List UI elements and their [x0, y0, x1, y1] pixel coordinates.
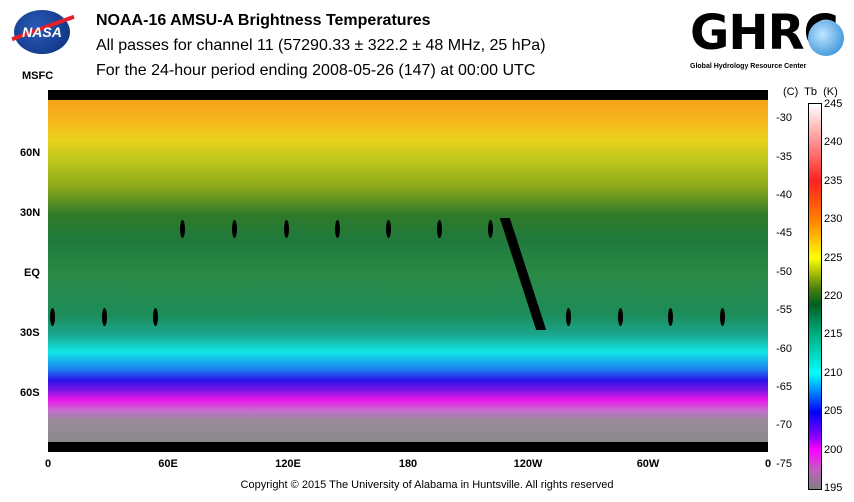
- lon-label: 60W: [636, 458, 660, 470]
- colorbar-celsius-label: -30: [776, 112, 792, 125]
- colorbar-celsius-label: -60: [776, 342, 792, 355]
- lon-label: 60E: [158, 458, 178, 470]
- colorbar-celsius-label: -55: [776, 304, 792, 317]
- colorbar-celsius-label: -50: [776, 265, 792, 278]
- colorbar-kelvin-label: 195: [824, 482, 843, 494]
- colorbar-celsius-label: -65: [776, 381, 792, 393]
- data-gap-swath: [488, 220, 493, 238]
- colorbar-kelvin-label: 200: [824, 443, 843, 456]
- lon-label: 0: [44, 458, 52, 470]
- data-gap-swath: [284, 220, 289, 238]
- ghrc-subtitle: Global Hydrology Resource Center: [690, 63, 807, 70]
- colorbar-kelvin-label: 210: [824, 366, 843, 379]
- colorbar-header: (C) Tb (K): [783, 86, 838, 98]
- colorbar: [808, 103, 822, 490]
- page-title: NOAA-16 AMSU-A Brightness Temperatures: [96, 12, 431, 29]
- lat-label: 30S: [20, 327, 40, 339]
- lon-label: 0: [764, 458, 772, 470]
- msfc-label: MSFC: [22, 70, 54, 82]
- data-gap-swath: [668, 308, 673, 326]
- lat-label: 30N: [20, 207, 41, 219]
- data-gap-swath: [335, 220, 340, 238]
- data-gap-swath: [499, 218, 547, 330]
- colorbar-kelvin-label: 215: [824, 328, 843, 341]
- colorbar-kelvin-label: 235: [824, 174, 843, 187]
- data-gap-swath: [437, 220, 442, 238]
- colorbar-kelvin-label: 225: [824, 251, 843, 264]
- colorbar-celsius-label: -35: [776, 150, 792, 163]
- channel-subtitle: All passes for channel 11 (57290.33 ± 32…: [96, 37, 546, 54]
- colorbar-celsius-label: -70: [776, 419, 792, 432]
- colorbar-kelvin-label: 230: [824, 213, 843, 226]
- brightness-temperature-map: [48, 90, 768, 452]
- lon-label: 180: [398, 458, 418, 470]
- data-gap-swath: [102, 308, 107, 326]
- data-gap-swath: [386, 220, 391, 238]
- data-gap-swath: [618, 308, 623, 326]
- nasa-logo-text: NASA: [22, 24, 62, 40]
- period-subtitle: For the 24-hour period ending 2008-05-26…: [96, 62, 536, 79]
- copyright: Copyright © 2015 The University of Alaba…: [240, 479, 614, 491]
- data-gap-swath: [720, 308, 725, 326]
- colorbar-kelvin-label: 205: [824, 405, 843, 418]
- colorbar-celsius-label: -75: [776, 457, 792, 470]
- lon-label: 120W: [513, 458, 543, 470]
- data-gap-swath: [232, 220, 237, 238]
- data-gap-swath: [566, 308, 571, 326]
- lat-label: 60N: [20, 147, 41, 159]
- data-gap-swath: [180, 220, 185, 238]
- globe-icon: [808, 20, 844, 56]
- data-gap-swath: [50, 308, 55, 326]
- colorbar-kelvin-label: 220: [824, 290, 843, 302]
- lat-label: EQ: [24, 267, 40, 279]
- colorbar-celsius-label: -45: [776, 227, 792, 240]
- colorbar-kelvin-label: 240: [824, 136, 843, 149]
- data-gap-swath: [153, 308, 158, 326]
- lon-label: 120E: [275, 458, 301, 470]
- colorbar-celsius-label: -40: [776, 189, 792, 201]
- colorbar-kelvin-label: 245: [824, 98, 843, 110]
- lat-label: 60S: [20, 387, 40, 399]
